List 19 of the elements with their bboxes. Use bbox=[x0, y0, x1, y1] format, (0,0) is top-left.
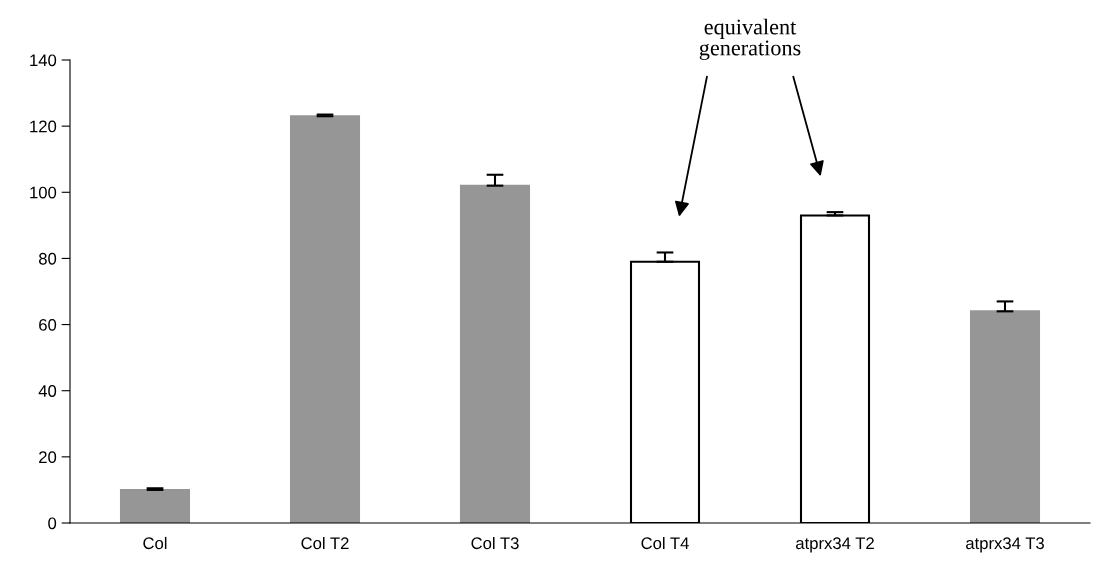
y-tick-label: 100 bbox=[30, 186, 57, 199]
y-tick-label: 40 bbox=[38, 385, 57, 397]
y-tick-label: 20 bbox=[39, 451, 57, 464]
y-tick-label: 120 bbox=[30, 120, 57, 133]
bar bbox=[119, 488, 191, 523]
x-tick-label: Col bbox=[143, 536, 167, 550]
x-tick-label: Col T4 bbox=[641, 536, 689, 550]
bar bbox=[289, 115, 361, 523]
x-tick-label: atprx34 T3 bbox=[966, 537, 1044, 553]
y-tick-label: 140 bbox=[30, 54, 57, 67]
bar bbox=[969, 310, 1041, 523]
bar bbox=[459, 184, 531, 523]
x-tick-label: Col T3 bbox=[471, 536, 519, 550]
x-tick-label: atprx34 T2 bbox=[796, 537, 874, 553]
x-tick-label: Col T2 bbox=[301, 536, 349, 550]
y-tick-label: 0 bbox=[48, 517, 57, 530]
y-tick-label: 80 bbox=[38, 252, 57, 265]
y-tick-label: 60 bbox=[39, 318, 57, 331]
annotation: equivalent generations bbox=[699, 18, 801, 60]
